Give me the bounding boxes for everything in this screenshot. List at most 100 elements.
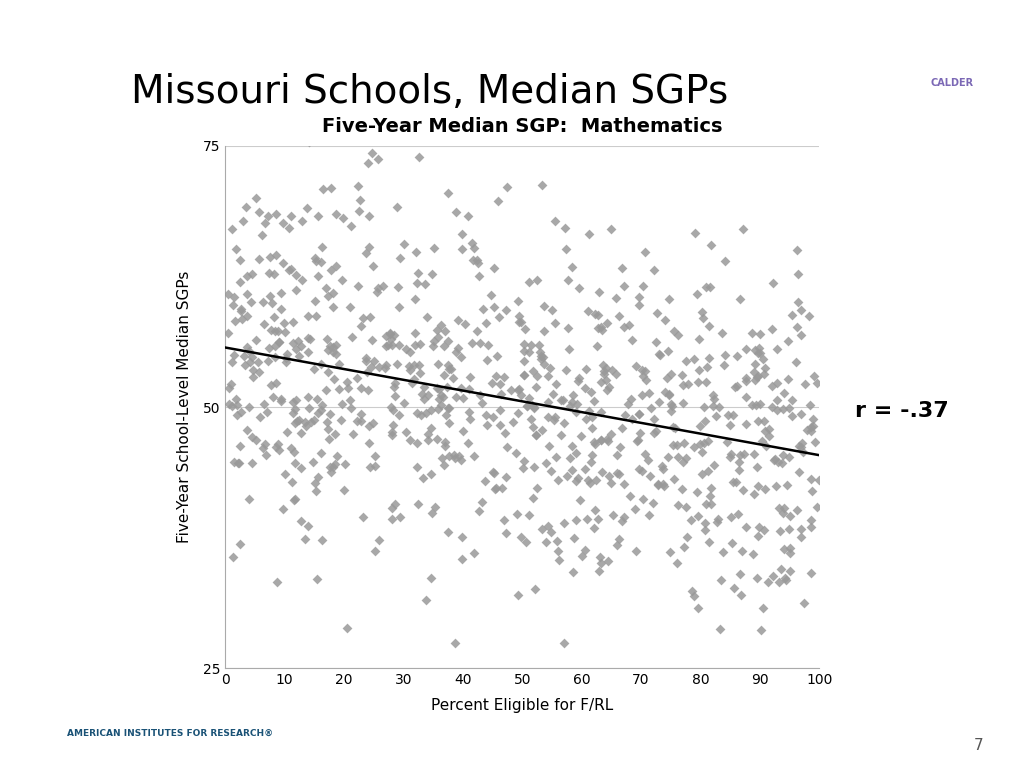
Point: [565, 566, 582, 578]
Point: [744, 399, 761, 411]
Point: [426, 241, 442, 253]
Point: [793, 523, 809, 535]
Point: [499, 441, 515, 453]
Point: [257, 217, 273, 229]
Point: [781, 541, 798, 554]
Point: [439, 187, 456, 199]
Point: [523, 399, 540, 411]
Point: [302, 333, 318, 346]
Point: [454, 553, 470, 565]
Point: [531, 346, 548, 358]
Point: [731, 293, 748, 305]
Point: [781, 547, 798, 559]
Point: [342, 300, 358, 313]
Point: [706, 400, 722, 412]
Point: [731, 568, 748, 581]
Point: [439, 381, 456, 393]
Point: [641, 387, 657, 399]
Point: [578, 362, 594, 375]
Point: [722, 451, 738, 463]
Point: [756, 415, 772, 427]
Point: [769, 343, 785, 356]
Point: [516, 338, 532, 350]
Point: [590, 513, 606, 525]
Point: [556, 417, 572, 429]
Point: [276, 468, 293, 480]
Point: [220, 326, 237, 339]
Point: [499, 527, 515, 539]
Point: [608, 292, 625, 304]
Point: [284, 475, 300, 488]
Point: [761, 429, 777, 442]
X-axis label: Percent Eligible for F/RL: Percent Eligible for F/RL: [431, 698, 613, 713]
Point: [244, 456, 260, 468]
Point: [339, 622, 355, 634]
Point: [328, 347, 344, 359]
Point: [304, 455, 321, 468]
Point: [623, 393, 639, 406]
Point: [423, 403, 439, 415]
Point: [244, 268, 260, 280]
Point: [441, 417, 458, 429]
Point: [767, 452, 783, 465]
Point: [600, 435, 616, 447]
Point: [599, 316, 615, 329]
Point: [228, 393, 245, 406]
Point: [269, 325, 286, 337]
Point: [407, 339, 423, 351]
Point: [616, 320, 633, 333]
Point: [483, 376, 500, 389]
Point: [294, 274, 310, 286]
Point: [657, 386, 674, 399]
Point: [273, 287, 290, 300]
Point: [565, 531, 582, 544]
Point: [300, 519, 316, 531]
Point: [299, 202, 315, 214]
Point: [371, 534, 387, 546]
Point: [642, 402, 658, 414]
Point: [596, 365, 612, 377]
Point: [811, 474, 827, 486]
Point: [335, 211, 351, 223]
Point: [598, 374, 614, 386]
Point: [222, 378, 239, 390]
Point: [461, 406, 477, 419]
Point: [361, 437, 378, 449]
Point: [242, 493, 258, 505]
Point: [586, 435, 602, 448]
Point: [662, 546, 678, 558]
Point: [706, 392, 722, 405]
Point: [387, 498, 403, 510]
Point: [547, 317, 563, 329]
Point: [454, 228, 470, 240]
Point: [750, 371, 766, 383]
Point: [308, 485, 325, 497]
Point: [415, 472, 431, 484]
Point: [635, 493, 651, 505]
Point: [749, 462, 765, 474]
Point: [736, 449, 753, 461]
Point: [678, 501, 694, 513]
Point: [809, 501, 825, 513]
Point: [536, 358, 552, 370]
Point: [775, 543, 792, 555]
Point: [492, 419, 508, 432]
Point: [593, 434, 609, 446]
Point: [660, 293, 677, 306]
Point: [751, 521, 767, 533]
Point: [635, 369, 651, 382]
Point: [757, 425, 773, 437]
Point: [694, 311, 711, 323]
Point: [520, 276, 537, 289]
Point: [641, 469, 657, 482]
Point: [410, 267, 426, 280]
Point: [478, 316, 495, 329]
Point: [516, 369, 532, 381]
Point: [297, 415, 313, 428]
Point: [234, 313, 251, 326]
Point: [678, 452, 694, 464]
Point: [240, 270, 256, 283]
Point: [281, 221, 297, 233]
Point: [702, 498, 719, 510]
Point: [327, 428, 343, 440]
